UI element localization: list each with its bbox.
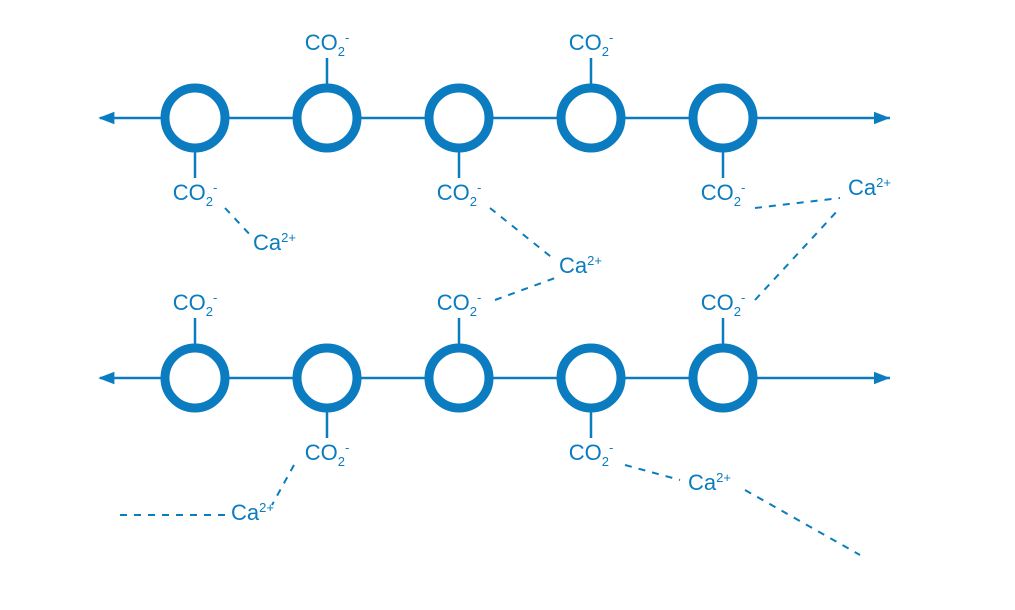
co2-label: CO2- xyxy=(305,440,350,469)
monomer-node xyxy=(561,88,621,148)
co2-label: CO2- xyxy=(701,180,746,209)
monomer-node xyxy=(429,88,489,148)
monomer-node xyxy=(297,88,357,148)
polymer-crosslink-diagram: CO2- CO2- CO2- CO2- CO2- CO2- CO2- CO2- CO2- CO2-… xyxy=(0,0,1015,610)
co2-label: CO2- xyxy=(173,290,218,319)
co2-label: CO2- xyxy=(437,290,482,319)
monomer-node xyxy=(693,348,753,408)
ca-label: Ca2+ xyxy=(231,500,274,525)
co2-label: CO2- xyxy=(173,180,218,209)
ca-label: Ca2+ xyxy=(688,470,731,495)
coordination-bond xyxy=(625,465,680,480)
coordination-bond xyxy=(495,278,555,300)
monomer-node xyxy=(429,348,489,408)
coordination-bond xyxy=(272,465,294,505)
polymer-chain-0 xyxy=(100,58,890,178)
monomer-node xyxy=(165,348,225,408)
co2-label: CO2- xyxy=(701,290,746,319)
coordination-bond xyxy=(745,490,860,555)
coordination-bond xyxy=(490,208,555,260)
polymer-chain-1 xyxy=(100,318,890,438)
ca-label: Ca2+ xyxy=(559,253,602,278)
co2-label: CO2- xyxy=(305,30,350,59)
monomer-node xyxy=(297,348,357,408)
monomer-node xyxy=(693,88,753,148)
co2-label: CO2- xyxy=(437,180,482,209)
co2-label: CO2- xyxy=(569,440,614,469)
ca-label: Ca2+ xyxy=(253,230,296,255)
ca-label: Ca2+ xyxy=(848,175,891,200)
coordination-bond xyxy=(225,208,253,238)
co2-label: CO2- xyxy=(569,30,614,59)
coordination-bond xyxy=(755,198,840,208)
monomer-node xyxy=(165,88,225,148)
coordination-bond xyxy=(755,208,840,300)
monomer-node xyxy=(561,348,621,408)
